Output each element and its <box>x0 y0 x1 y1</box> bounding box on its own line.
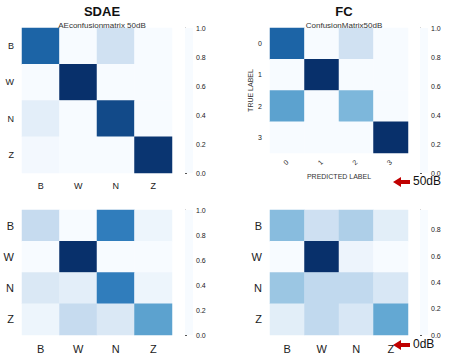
svg-text:0.8: 0.8 <box>196 54 206 61</box>
svg-text:0.0: 0.0 <box>196 170 206 177</box>
svg-text:ConfusionMatrix50dB: ConfusionMatrix50dB <box>306 21 382 30</box>
svg-text:AEconfusionmatrix 50dB: AEconfusionmatrix 50dB <box>58 21 146 30</box>
svg-text:Z: Z <box>9 150 15 160</box>
svg-text:Z: Z <box>7 313 14 325</box>
svg-text:1: 1 <box>258 71 262 78</box>
svg-text:Z: Z <box>387 343 394 355</box>
svg-text:1.0: 1.0 <box>196 25 206 32</box>
svg-text:0.0: 0.0 <box>431 170 441 177</box>
svg-text:0.2: 0.2 <box>196 307 206 314</box>
svg-text:0.2: 0.2 <box>431 141 441 148</box>
svg-text:FC: FC <box>335 4 353 19</box>
svg-text:N: N <box>254 282 262 294</box>
svg-text:0.2: 0.2 <box>431 305 441 312</box>
svg-text:N: N <box>8 114 15 124</box>
svg-text:0.8: 0.8 <box>431 226 441 233</box>
svg-text:0.8: 0.8 <box>196 232 206 239</box>
svg-text:PREDICTED LABEL: PREDICTED LABEL <box>307 173 371 180</box>
svg-text:B: B <box>255 220 262 232</box>
svg-text:1.0: 1.0 <box>196 207 206 214</box>
svg-text:B: B <box>38 181 44 191</box>
svg-text:N: N <box>113 181 120 191</box>
svg-text:W: W <box>74 181 83 191</box>
svg-text:Z: Z <box>255 313 262 325</box>
svg-text:0dB: 0dB <box>413 337 434 351</box>
svg-text:0.6: 0.6 <box>196 83 206 90</box>
svg-text:1.0: 1.0 <box>431 25 441 32</box>
svg-text:W: W <box>73 343 84 355</box>
svg-text:0.2: 0.2 <box>196 141 206 148</box>
svg-text:50dB: 50dB <box>413 174 441 188</box>
svg-text:N: N <box>112 343 120 355</box>
svg-text:W: W <box>4 251 15 263</box>
svg-text:0.8: 0.8 <box>431 54 441 61</box>
svg-text:SDAE: SDAE <box>84 4 120 19</box>
svg-text:0: 0 <box>258 40 262 47</box>
svg-text:3: 3 <box>258 134 262 141</box>
svg-text:1: 1 <box>317 158 325 166</box>
svg-text:0.6: 0.6 <box>431 83 441 90</box>
svg-text:TRUE LABEL: TRUE LABEL <box>247 69 254 112</box>
svg-text:W: W <box>317 343 328 355</box>
svg-text:B: B <box>284 343 291 355</box>
svg-text:W: W <box>252 251 263 263</box>
svg-text:Z: Z <box>151 181 157 191</box>
svg-text:N: N <box>352 343 360 355</box>
svg-text:B: B <box>37 343 44 355</box>
svg-text:3: 3 <box>386 158 394 166</box>
svg-text:0.4: 0.4 <box>196 112 206 119</box>
svg-text:0.6: 0.6 <box>431 253 441 260</box>
svg-text:B: B <box>8 41 14 51</box>
svg-text:B: B <box>7 220 14 232</box>
svg-text:N: N <box>6 282 14 294</box>
svg-text:0.6: 0.6 <box>196 257 206 264</box>
svg-text:0.0: 0.0 <box>196 332 206 339</box>
svg-text:0.4: 0.4 <box>431 112 441 119</box>
svg-text:2: 2 <box>351 158 359 166</box>
svg-text:0.4: 0.4 <box>196 282 206 289</box>
svg-text:W: W <box>6 77 15 87</box>
svg-text:0.0: 0.0 <box>431 332 441 339</box>
svg-text:0: 0 <box>282 158 290 166</box>
svg-text:Z: Z <box>150 343 157 355</box>
svg-text:0.4: 0.4 <box>431 279 441 286</box>
svg-text:2: 2 <box>258 103 262 110</box>
